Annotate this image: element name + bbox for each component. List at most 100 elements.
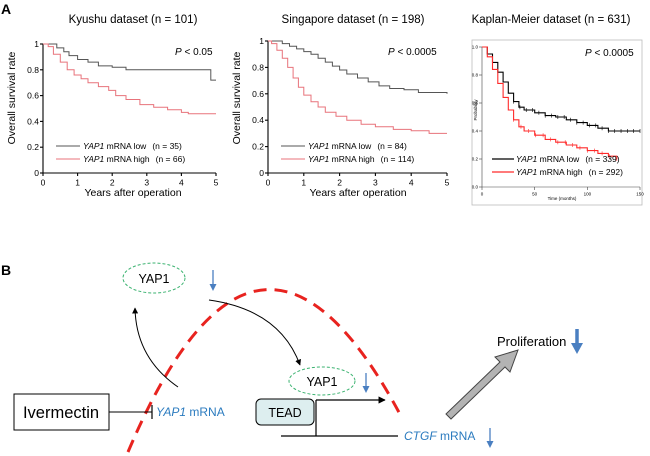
y-tick-label: 0.2 [27, 142, 39, 152]
legend-text: mRNA low [104, 141, 147, 151]
y-tick-label: 0.6 [252, 89, 264, 99]
y-tick-label: 0.0 [472, 185, 479, 190]
x-tick-label: 2 [337, 178, 342, 188]
legend-gene: YAP1 [83, 154, 105, 164]
y-tick-label: 0.4 [472, 129, 479, 134]
legend: YAP1 mRNA low (n = 35) YAP1 mRNA high (n =… [56, 141, 185, 164]
yap1-mrna-label: YAP1 mRNA [156, 405, 225, 419]
ctgf-gene: CTGF [404, 429, 437, 443]
y-tick-label: 0.2 [472, 157, 479, 162]
curve-high [482, 46, 618, 159]
legend-n: (n = 114) [381, 154, 415, 164]
y-axis-label: Overall survival rate [6, 51, 18, 144]
curve-high [43, 43, 216, 115]
down-arrow-icon [571, 329, 583, 354]
yap1-gene: YAP1 [156, 405, 186, 419]
x-tick-label: 150 [636, 192, 644, 197]
x-axis-label: Years after operation [309, 187, 406, 199]
survival-curves [43, 43, 216, 115]
y-tick-label: 0 [259, 168, 264, 178]
x-tick-label: 5 [214, 178, 219, 188]
y-axis-label: Overall survival rate [231, 51, 243, 144]
x-tick-label: 3 [144, 178, 149, 188]
y-tick-label: 0.6 [27, 91, 39, 101]
x-tick-label: 3 [373, 178, 378, 188]
ctgf-mrna-label: CTGF mRNA [404, 429, 475, 443]
y-tick-label: 1 [259, 36, 264, 46]
legend-low: YAP1 mRNA low (n = 35) [83, 141, 182, 151]
p-letter: P [175, 47, 182, 58]
arrow-mrna-to-yap1 [132, 307, 179, 388]
yap1-bottom-label: YAP1 [306, 375, 337, 389]
survival-curves [268, 40, 448, 134]
legend-gene: YAP1 [308, 141, 330, 151]
x-tick-label: 100 [584, 192, 592, 197]
x-tick-label: 50 [532, 192, 538, 197]
y-tick-label: 1.0 [472, 45, 479, 50]
axes: 0.0 0.2 0.4 0.6 0.8 1.0 0 50 100 150 [472, 45, 645, 197]
axes: 0 0.2 0.4 0.6 0.8 1 0 1 2 3 4 5 [27, 39, 218, 188]
x-tick-label: 0 [481, 192, 484, 197]
legend-text: mRNA high [104, 154, 150, 164]
x-tick-label: 1 [301, 178, 306, 188]
x-tick-label: 4 [179, 178, 184, 188]
legend: YAP1 mRNA low (n = 84) YAP1 mRNA high (n =… [281, 141, 414, 164]
mrna-suffix: mRNA [437, 429, 476, 443]
legend-n: (n = 339) [585, 154, 619, 164]
chart-kaplan-meier: Kaplan-Meier dataset (n = 631) Probabili… [471, 14, 645, 206]
p-value: P < 0.0005 [388, 47, 437, 58]
legend-n: (n = 35) [152, 141, 182, 151]
legend-text: mRNA high [329, 154, 375, 164]
y-tick-label: 0.8 [472, 73, 479, 78]
legend-low: YAP1 mRNA low (n = 339) [516, 154, 620, 164]
p-number: < 0.0005 [395, 47, 437, 58]
legend: YAP1 mRNA low (n = 339) YAP1 mRNA high (n … [492, 154, 623, 177]
chart-title: Kaplan-Meier dataset (n = 631) [472, 14, 631, 26]
legend-gene: YAP1 [516, 154, 538, 164]
proliferation-label: Proliferation [497, 334, 566, 349]
x-tick-label: 5 [445, 178, 450, 188]
chart-frame [471, 39, 643, 206]
p-number: < 0.05 [182, 47, 213, 58]
legend-high: YAP1 mRNA high (n = 66) [83, 154, 185, 164]
y-axis-label: Probability [473, 99, 478, 121]
panel-b-label: B [1, 262, 11, 278]
yap1-bottom-oval [288, 366, 356, 396]
curve-high [268, 40, 447, 134]
x-tick-label: 0 [266, 178, 271, 188]
ivermectin-label: Ivermectin [23, 404, 99, 422]
y-tick-label: 0.6 [472, 101, 479, 106]
tead-label: TEAD [268, 406, 301, 420]
p-value: P < 0.0005 [585, 48, 634, 59]
y-tick-label: 0.4 [252, 115, 264, 125]
down-arrow-icon [486, 428, 494, 448]
x-tick-label: 2 [110, 178, 115, 188]
chart-title: Singapore dataset (n = 198) [282, 14, 425, 26]
x-axis-label: Time (months) [548, 196, 577, 201]
curve-low [482, 46, 640, 132]
y-tick-label: 0.8 [252, 62, 264, 72]
p-value: P < 0.05 [175, 47, 213, 58]
tead-box [255, 398, 315, 426]
legend-gene: YAP1 [83, 141, 105, 151]
yap1-top-oval [122, 262, 186, 294]
legend-high: YAP1 mRNA high (n = 292) [516, 167, 623, 177]
down-arrow-icon [362, 373, 370, 393]
p-letter: P [585, 48, 592, 59]
x-axis-label: Years after operation [84, 187, 181, 199]
y-tick-label: 0 [34, 168, 39, 178]
chart-singapore: Singapore dataset (n = 198) Overall surv… [231, 14, 450, 199]
legend-n: (n = 66) [156, 154, 186, 164]
legend-n: (n = 292) [589, 167, 623, 177]
chart-title: Kyushu dataset (n = 101) [69, 14, 198, 26]
legend-low: YAP1 mRNA low (n = 84) [308, 141, 407, 151]
legend-high: YAP1 mRNA high (n = 114) [308, 154, 414, 164]
yap1-top-label: YAP1 [138, 272, 169, 286]
curve-low [43, 43, 216, 81]
y-tick-label: 1 [34, 39, 39, 49]
x-tick-label: 1 [75, 178, 80, 188]
membrane-dashed-arc [126, 288, 404, 453]
y-tick-label: 0.4 [27, 116, 39, 126]
legend-text: mRNA low [537, 154, 580, 164]
